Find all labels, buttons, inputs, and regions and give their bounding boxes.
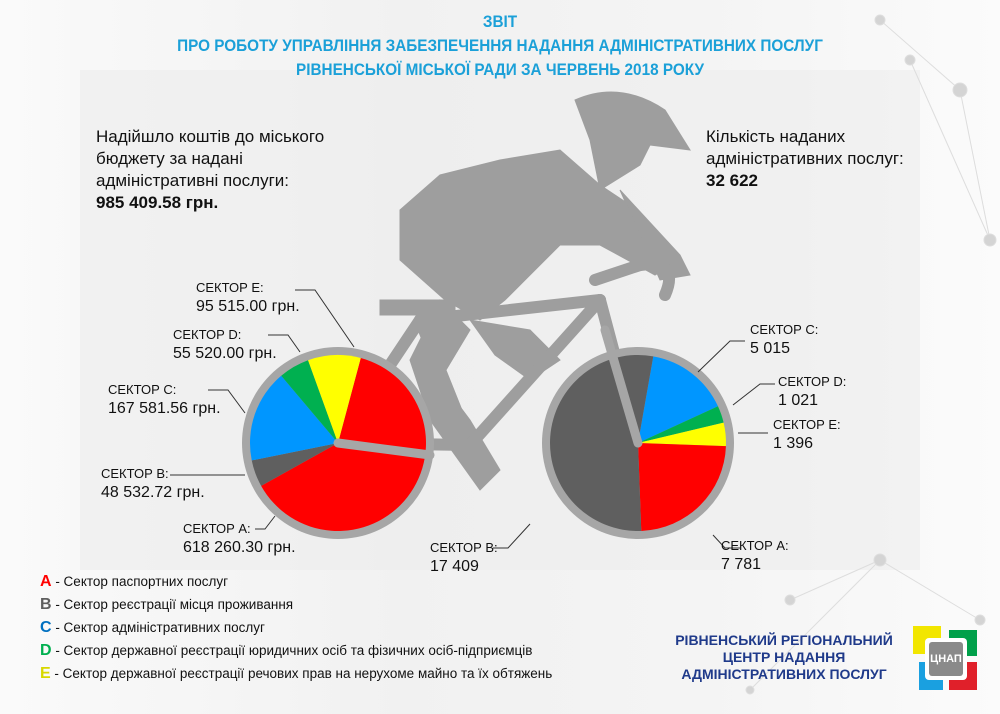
label-sector: СЕКТОР E: <box>196 280 264 295</box>
legend-item-B: B - Сектор реєстрації місця проживання <box>40 593 552 616</box>
label-sector: СЕКТОР А: <box>183 521 251 536</box>
legend-text: - Сектор реєстрації місця проживання <box>51 597 294 612</box>
bike-frame-tube <box>600 325 643 448</box>
legend: A - Сектор паспортних послуг B - Сектор … <box>40 570 552 685</box>
org-line: ЦЕНТР НАДАННЯ <box>722 649 846 665</box>
title-line-3: РІВНЕНСЬКОЇ МІСЬКОЇ РАДИ ЗА ЧЕРВЕНЬ 2018… <box>296 60 704 79</box>
network-decoration <box>745 14 997 695</box>
label-right-C: СЕКТОР C: 5 015 <box>750 322 818 360</box>
label-right-E: СЕКТОР E: 1 396 <box>773 417 841 455</box>
label-right-A: СЕКТОР А: 7 781 <box>721 538 789 576</box>
services-text: адміністративних послуг: <box>706 149 904 168</box>
legend-text: - Сектор державної реєстрації юридичних … <box>51 643 533 658</box>
label-value: 48 532.72 грн. <box>101 484 205 501</box>
label-left-B: СЕКТОР B: 48 532.72 грн. <box>101 466 205 504</box>
organization-name: РІВНЕНСЬКИЙ РЕГІОНАЛЬНИЙ ЦЕНТР НАДАННЯ А… <box>670 632 898 683</box>
org-line: РІВНЕНСЬКИЙ РЕГІОНАЛЬНИЙ <box>675 632 893 648</box>
pie-slice-C <box>249 375 338 461</box>
label-sector: СЕКТОР D: <box>778 374 847 389</box>
label-sector: СЕКТОР C: <box>108 382 177 397</box>
label-value: 55 520.00 грн. <box>173 345 277 362</box>
logo-text: ЦНАП <box>929 642 963 676</box>
label-sector: СЕКТОР B: <box>430 540 498 555</box>
legend-item-D: D - Сектор державної реєстрації юридични… <box>40 639 552 662</box>
legend-letter: B <box>40 596 52 613</box>
legend-letter: A <box>40 573 52 590</box>
label-left-E: СЕКТОР E: 95 515.00 грн. <box>196 280 300 318</box>
label-value: 7 781 <box>721 556 762 573</box>
legend-letter: C <box>40 619 52 636</box>
label-sector: СЕКТОР B: <box>101 466 169 481</box>
legend-text: - Сектор адміністративних послуг <box>51 620 265 635</box>
leader-lines <box>170 289 775 549</box>
legend-item-C: C - Сектор адміністративних послуг <box>40 616 552 639</box>
services-text: Кількість наданих <box>706 127 846 146</box>
legend-letter: E <box>40 665 51 682</box>
pie-slice-B <box>251 443 338 486</box>
services-total: 32 622 <box>706 171 758 190</box>
revenue-total: 985 409.58 грн. <box>96 193 219 212</box>
label-sector: СЕКТОР D: <box>173 327 242 342</box>
legend-item-A: A - Сектор паспортних послуг <box>40 570 552 593</box>
legend-letter: D <box>40 642 52 659</box>
background-photo <box>80 70 920 570</box>
label-sector: СЕКТОР E: <box>773 417 841 432</box>
revenue-text: бюджету за надані <box>96 149 243 168</box>
label-left-D: СЕКТОР D: 55 520.00 грн. <box>173 327 277 365</box>
pie-slice-A <box>638 443 726 531</box>
label-sector: СЕКТОР C: <box>750 322 819 337</box>
pie-slice-E <box>308 355 361 443</box>
org-line: АДМІНІСТРАТИВНИХ ПОСЛУГ <box>681 666 887 682</box>
label-value: 618 260.30 грн. <box>183 539 296 556</box>
label-right-D: СЕКТОР D: 1 021 <box>778 374 846 412</box>
label-sector: СЕКТОР А: <box>721 538 789 553</box>
services-summary: Кількість наданих адміністративних послу… <box>706 126 904 192</box>
pie-slice-D <box>638 406 724 443</box>
legend-text: - Сектор державної реєстрації речових пр… <box>50 666 553 681</box>
label-value: 5 015 <box>750 340 791 357</box>
label-value: 167 581.56 грн. <box>108 400 221 417</box>
label-value: 95 515.00 грн. <box>196 298 300 315</box>
title-line-1: ЗВІТ <box>482 12 518 31</box>
legend-text: - Сектор паспортних послуг <box>51 574 229 589</box>
revenue-text: Надійшло коштів до міського <box>96 127 325 146</box>
legend-item-E: E - Сектор державної реєстрації речових … <box>40 662 552 685</box>
pie-services <box>542 325 734 539</box>
label-left-C: СЕКТОР C: 167 581.56 грн. <box>108 382 221 420</box>
title-line-2: ПРО РОБОТУ УПРАВЛІННЯ ЗАБЕЗПЕЧЕННЯ НАДАН… <box>177 36 823 55</box>
label-left-A: СЕКТОР А: 618 260.30 грн. <box>183 521 296 559</box>
report-title: ЗВІТ ПРО РОБОТУ УПРАВЛІННЯ ЗАБЕЗПЕЧЕННЯ … <box>0 10 1000 82</box>
label-value: 1 396 <box>773 435 814 452</box>
revenue-summary: Надійшло коштів до міського бюджету за н… <box>96 126 324 214</box>
pie-slice-D <box>281 360 338 443</box>
label-value: 17 409 <box>430 558 479 575</box>
pie-slice-C <box>638 356 718 443</box>
pie-slice-E <box>638 422 726 447</box>
pie-revenue <box>242 347 435 539</box>
label-value: 1 021 <box>778 392 819 409</box>
revenue-text: адміністративні послуги: <box>96 171 290 190</box>
label-right-B: СЕКТОР B: 17 409 <box>430 540 498 578</box>
cnap-logo: ЦНАП <box>913 626 979 692</box>
bike-frame-tube <box>333 438 435 460</box>
